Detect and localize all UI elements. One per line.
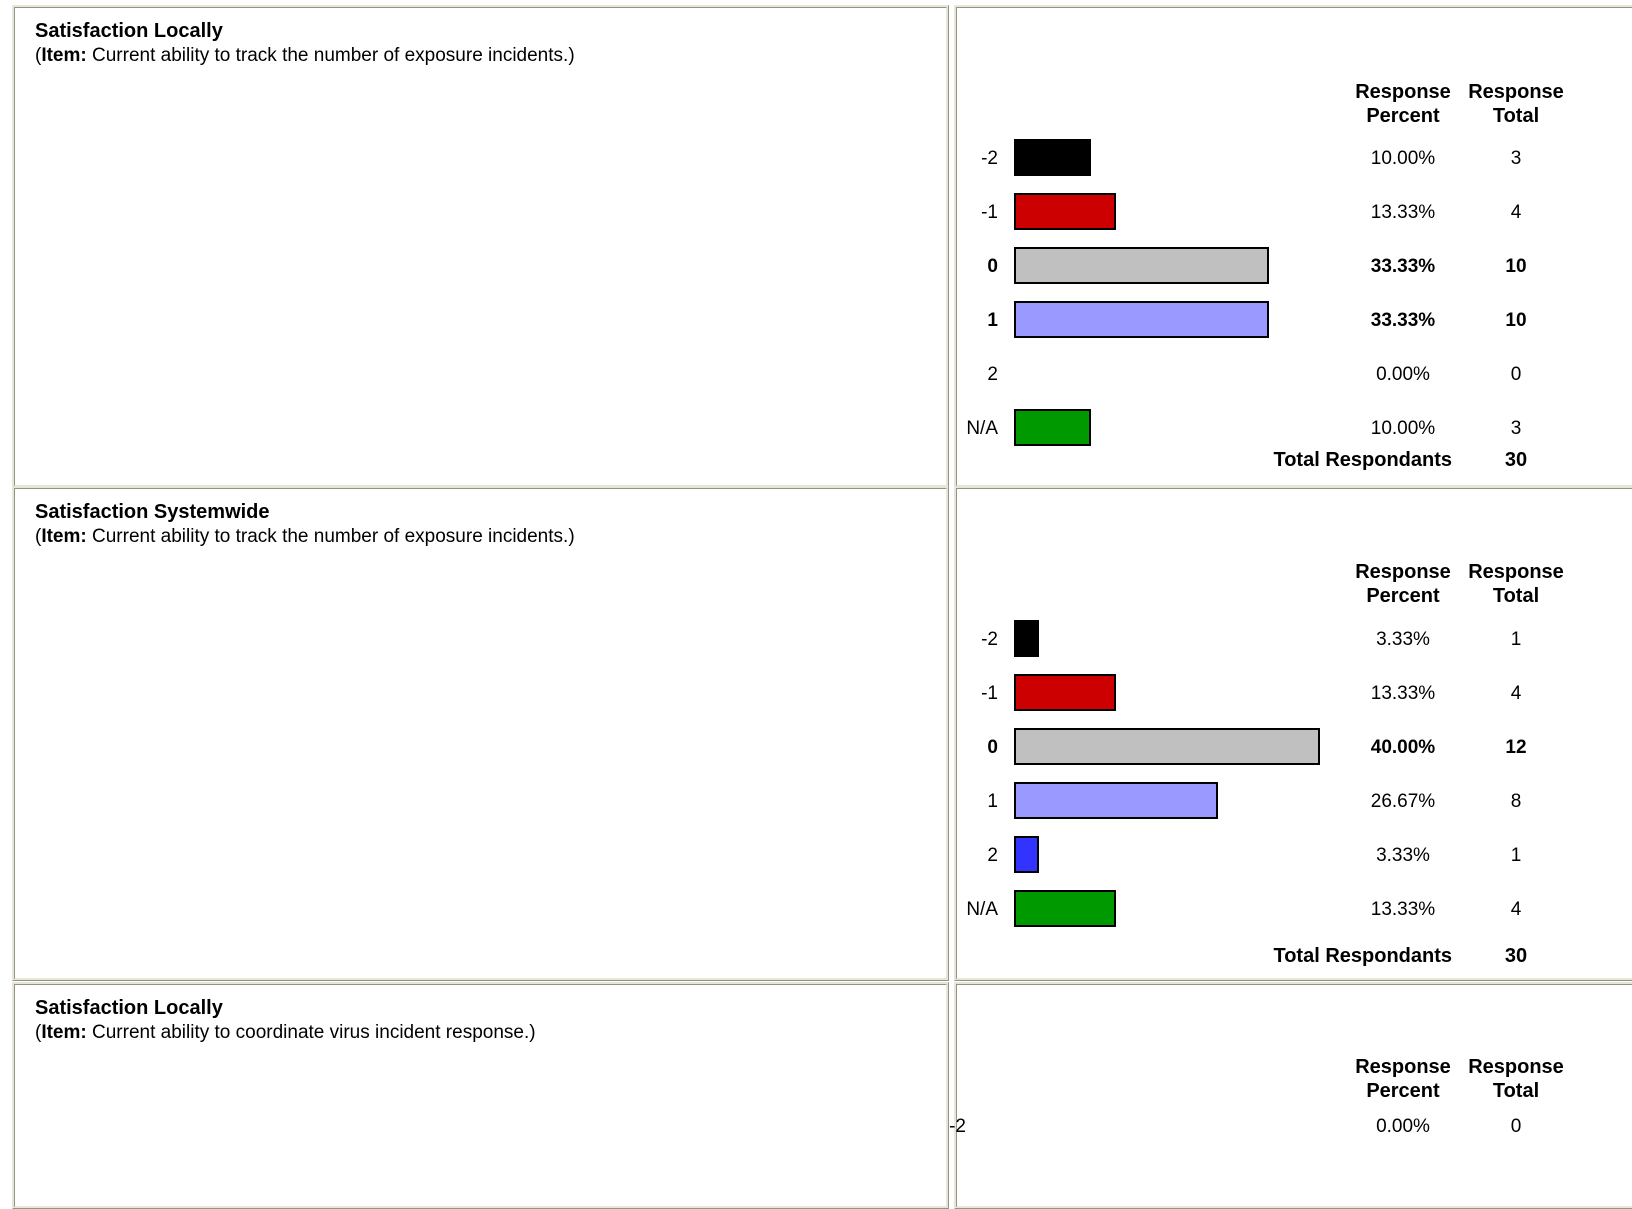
category-label: 1 <box>987 310 998 331</box>
header-line: Response <box>1355 561 1451 583</box>
percent-value: 13.33% <box>1370 899 1436 920</box>
results-cell <box>954 5 1632 488</box>
item-text: Current ability to coordinate virus inci… <box>86 1022 530 1043</box>
item-prefix: Item: <box>41 1022 87 1043</box>
header-line: Response <box>1468 1056 1564 1078</box>
bar-1 <box>1014 301 1269 338</box>
bar-2 <box>1014 836 1039 873</box>
header-line: Percent <box>1366 105 1440 127</box>
question-section: Satisfaction Locally (Item: Current abili… <box>0 982 1632 1209</box>
total-value: 4 <box>1510 202 1522 223</box>
category-label: 0 <box>987 737 998 758</box>
category-label: -2 <box>981 148 998 169</box>
percent-value: 10.00% <box>1370 148 1436 169</box>
total-value: 1 <box>1510 629 1522 650</box>
percent-value: 40.00% <box>1370 737 1436 758</box>
header-line: Total <box>1492 1080 1540 1102</box>
question-item: (Item: Current ability to coordinate vir… <box>35 1022 536 1043</box>
category-label: 2 <box>987 364 998 385</box>
category-label: -2 <box>949 1116 966 1137</box>
category-label: 1 <box>987 791 998 812</box>
percent-value: 3.33% <box>1376 629 1430 650</box>
bar--1 <box>1014 193 1116 230</box>
header-line: Response <box>1355 81 1451 103</box>
total-value: 10 <box>1505 256 1527 277</box>
total-value: 4 <box>1510 899 1522 920</box>
bar-N/A <box>1014 890 1116 927</box>
category-label: N/A <box>966 899 998 920</box>
percent-value: 0.00% <box>1376 364 1430 385</box>
item-text: Current ability to track the number of e… <box>86 526 569 547</box>
percent-value: 33.33% <box>1370 256 1436 277</box>
percent-value: 0.00% <box>1376 1116 1430 1137</box>
category-label: N/A <box>966 418 998 439</box>
category-label: -2 <box>981 629 998 650</box>
bar-0 <box>1014 728 1320 765</box>
total-value: 0 <box>1510 364 1522 385</box>
category-label: -1 <box>981 683 998 704</box>
question-item: (Item: Current ability to track the numb… <box>35 526 575 547</box>
header-line: Response <box>1468 81 1564 103</box>
header-line: Percent <box>1366 585 1440 607</box>
question-title: Satisfaction Locally <box>35 20 223 42</box>
category-label: 2 <box>987 845 998 866</box>
bar--2 <box>1014 620 1039 657</box>
total-value: 1 <box>1510 845 1522 866</box>
question-item: (Item: Current ability to track the numb… <box>35 45 575 66</box>
total-value: 4 <box>1510 683 1522 704</box>
question-cell: Satisfaction Systemwide (Item: Current ab… <box>12 486 949 981</box>
total-value: 3 <box>1510 418 1522 439</box>
question-title: Satisfaction Systemwide <box>35 501 270 523</box>
header-line: Total <box>1492 105 1540 127</box>
percent-value: 13.33% <box>1370 683 1436 704</box>
question-cell: Satisfaction Locally (Item: Current abili… <box>12 982 949 1209</box>
response-total-header: Response Total <box>1456 80 1576 128</box>
total-value: 10 <box>1505 310 1527 331</box>
total-respondants-value: 30 <box>1504 449 1528 471</box>
item-prefix: Item: <box>41 526 87 547</box>
percent-value: 33.33% <box>1370 310 1436 331</box>
question-section: Satisfaction Locally (Item: Current abili… <box>0 5 1632 488</box>
total-respondants-value: 30 <box>1504 945 1528 967</box>
response-percent-header: Response Percent <box>1343 80 1463 128</box>
results-cell <box>954 982 1632 1209</box>
bar--2 <box>1014 139 1091 176</box>
header-line: Percent <box>1366 1080 1440 1102</box>
total-value: 8 <box>1510 791 1522 812</box>
response-percent-header: Response Percent <box>1343 560 1463 608</box>
header-line: Total <box>1492 585 1540 607</box>
percent-value: 13.33% <box>1370 202 1436 223</box>
total-respondants-label: Total Respondants <box>1273 945 1452 967</box>
percent-value: 3.33% <box>1376 845 1430 866</box>
item-prefix: Item: <box>41 45 87 66</box>
total-value: 12 <box>1505 737 1527 758</box>
bar-N/A <box>1014 409 1091 446</box>
total-value: 3 <box>1510 148 1522 169</box>
response-total-header: Response Total <box>1456 1055 1576 1103</box>
percent-value: 10.00% <box>1370 418 1436 439</box>
header-line: Response <box>1355 1056 1451 1078</box>
item-text: Current ability to track the number of e… <box>86 45 569 66</box>
total-respondants-label: Total Respondants <box>1273 449 1452 471</box>
response-total-header: Response Total <box>1456 560 1576 608</box>
question-cell: Satisfaction Locally (Item: Current abili… <box>12 5 949 488</box>
header-line: Response <box>1468 561 1564 583</box>
percent-value: 26.67% <box>1370 791 1436 812</box>
bar-1 <box>1014 782 1218 819</box>
category-label: 0 <box>987 256 998 277</box>
question-title: Satisfaction Locally <box>35 997 223 1019</box>
total-value: 0 <box>1510 1116 1522 1137</box>
response-percent-header: Response Percent <box>1343 1055 1463 1103</box>
category-label: -1 <box>981 202 998 223</box>
bar-0 <box>1014 247 1269 284</box>
bar--1 <box>1014 674 1116 711</box>
